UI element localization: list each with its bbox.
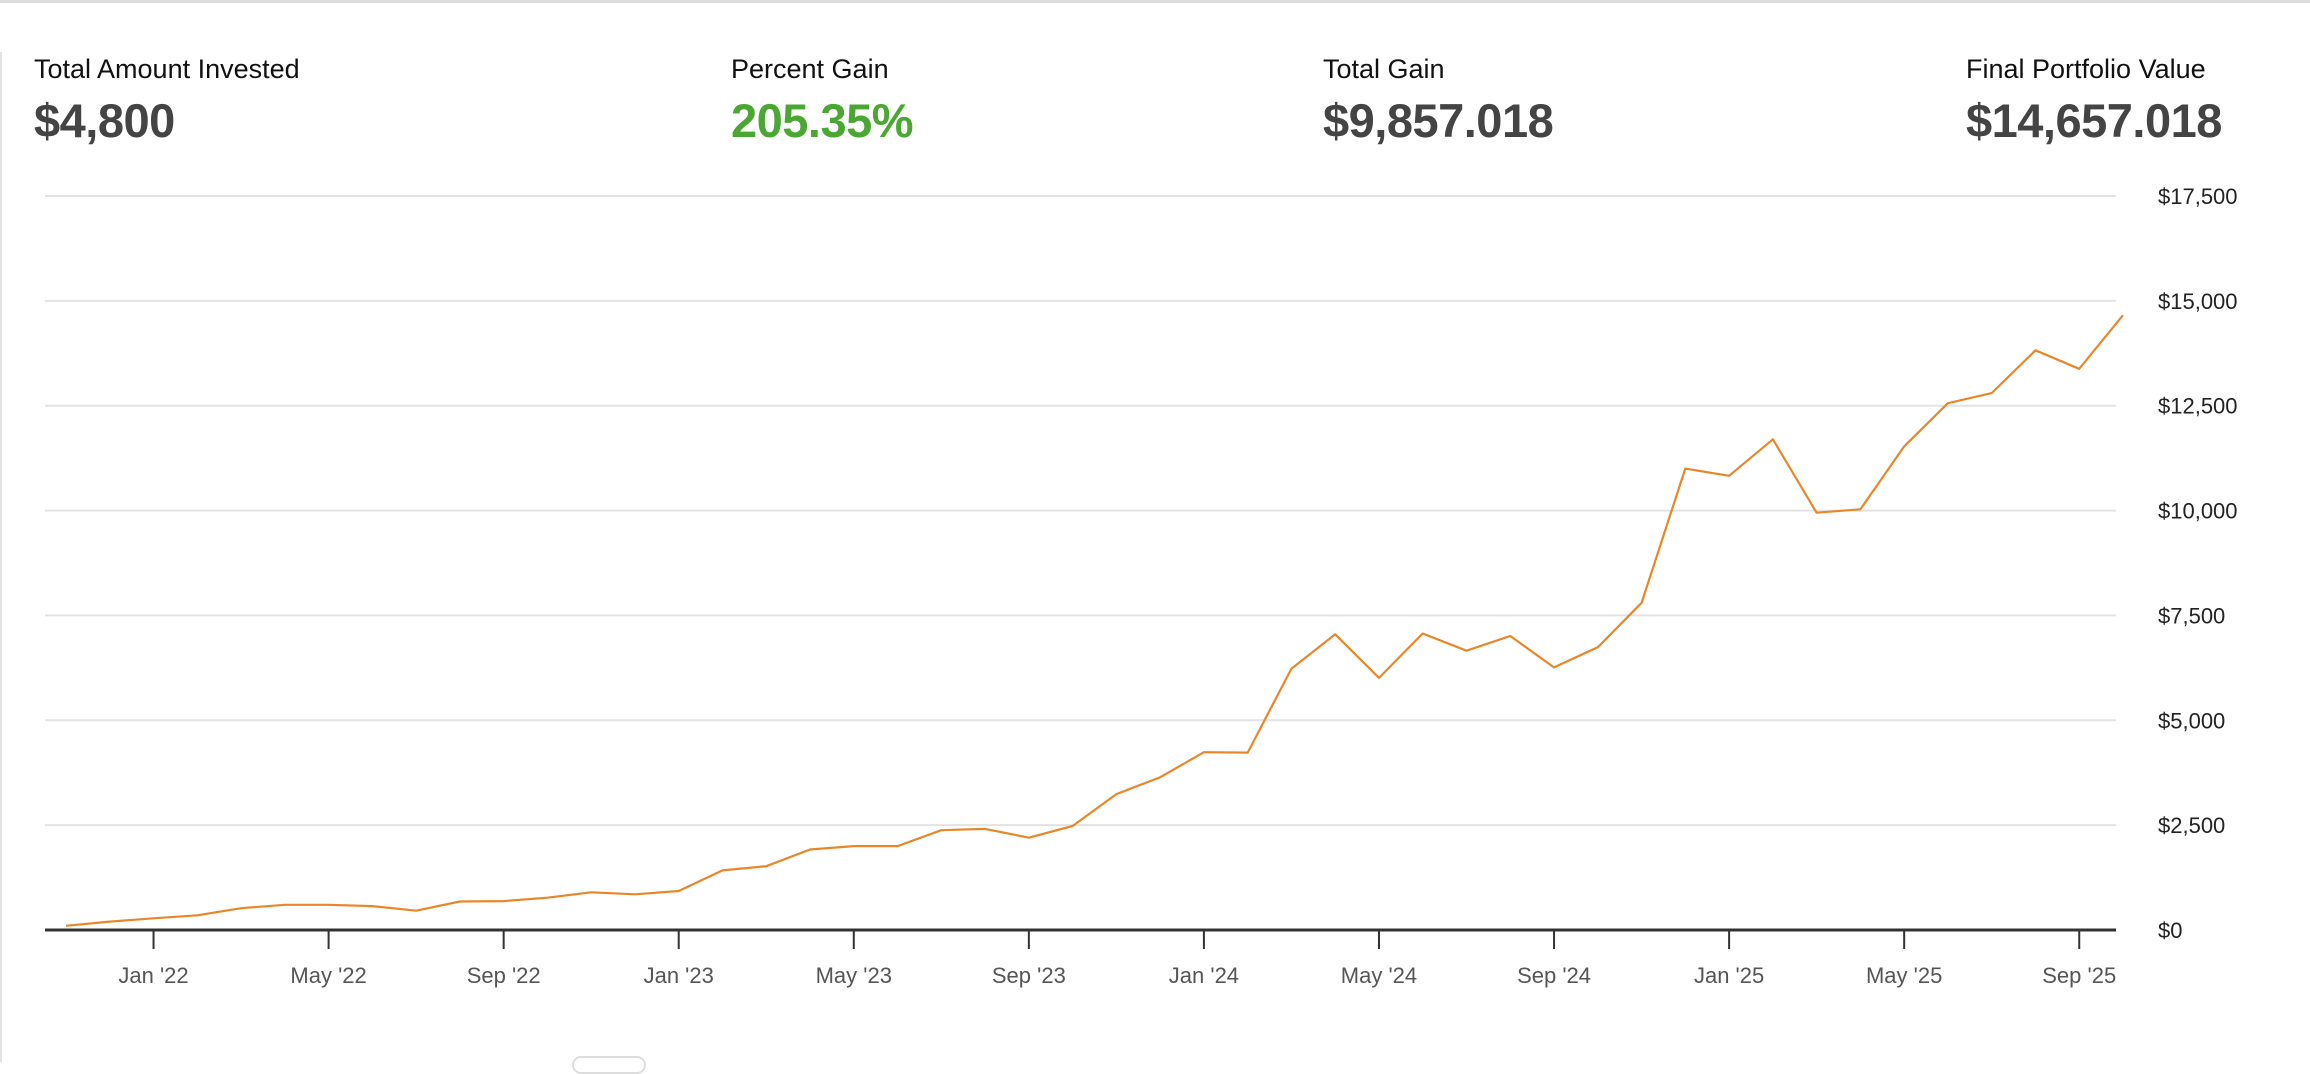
y-tick-label: $7,500: [2158, 603, 2225, 628]
y-tick-label: $17,500: [2158, 184, 2238, 209]
x-tick-label: May '22: [290, 963, 366, 988]
x-tick-label: Jan '24: [1169, 963, 1239, 988]
y-tick-label: $5,000: [2158, 708, 2225, 733]
x-tick-label: Sep '23: [992, 963, 1066, 988]
x-tick-label: Jan '23: [644, 963, 714, 988]
y-tick-label: $10,000: [2158, 499, 2238, 524]
y-tick-label: $0: [2158, 918, 2182, 943]
x-tick-label: May '25: [1866, 963, 1942, 988]
scroll-handle[interactable]: [572, 1056, 646, 1074]
y-tick-label: $15,000: [2158, 289, 2238, 314]
y-tick-label: $12,500: [2158, 394, 2238, 419]
y-tick-label: $2,500: [2158, 813, 2225, 838]
x-tick-label: Sep '24: [1517, 963, 1591, 988]
x-tick-label: Jan '25: [1694, 963, 1764, 988]
x-tick-label: Sep '25: [2042, 963, 2116, 988]
series-line-portfolio-value: [66, 315, 2123, 926]
x-tick-label: Sep '22: [467, 963, 541, 988]
x-tick-label: May '23: [816, 963, 892, 988]
x-tick-label: May '24: [1341, 963, 1417, 988]
x-tick-label: Jan '22: [118, 963, 188, 988]
